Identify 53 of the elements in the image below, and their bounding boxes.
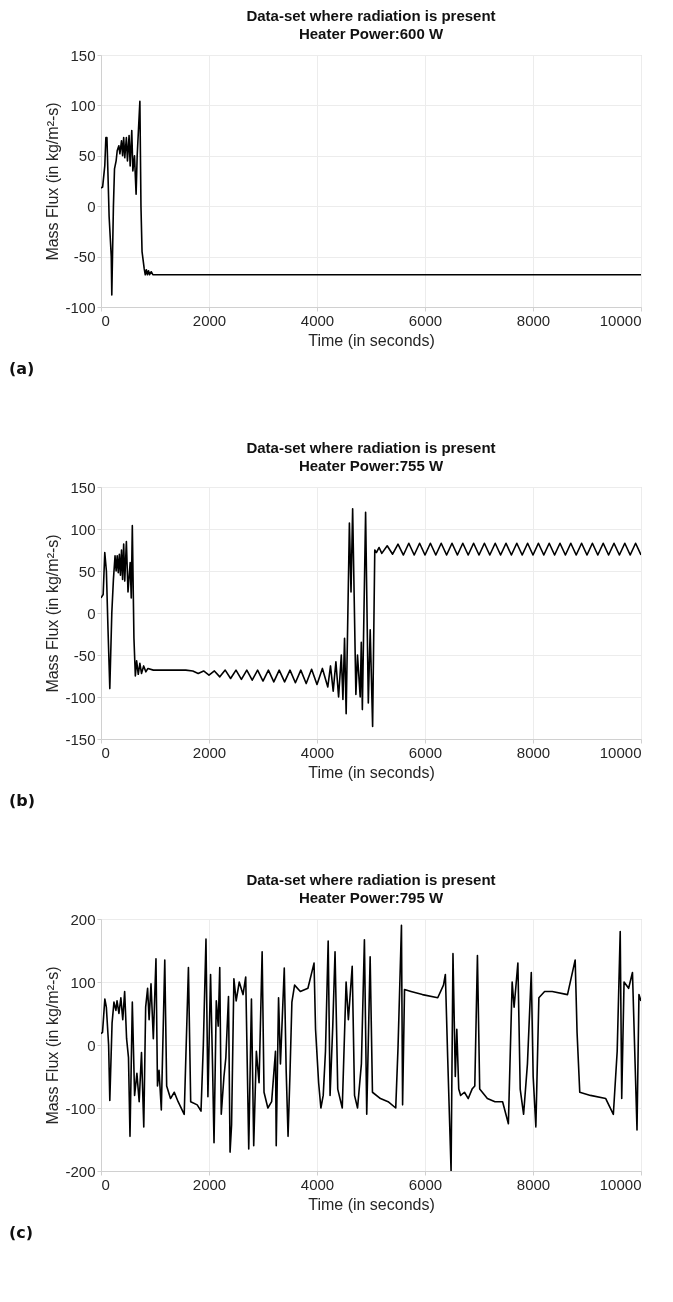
x-tick-label: 10000 bbox=[599, 311, 642, 329]
text: (b) bbox=[9, 791, 36, 810]
x-tick-label: 6000 bbox=[408, 1175, 443, 1193]
text: (a) bbox=[9, 359, 35, 378]
y-tick-label: 0 bbox=[87, 1036, 96, 1054]
x-tick-label: 2000 bbox=[192, 1175, 227, 1193]
chart-title: Data-set where radiation is present bbox=[246, 871, 496, 888]
y-tick-label: 150 bbox=[70, 46, 96, 64]
y-tick-label: 0 bbox=[87, 604, 96, 622]
y-tick-label: -150 bbox=[65, 730, 96, 748]
x-tick-label: 6000 bbox=[408, 311, 443, 329]
y-tick-label: 50 bbox=[78, 147, 96, 165]
chart-title: Data-set where radiation is present bbox=[246, 7, 496, 24]
y-axis-title: Mass Flux (in kg/m²-s) bbox=[44, 102, 62, 261]
y-tick-label: -100 bbox=[65, 1099, 96, 1117]
x-tick-label: 0 bbox=[101, 1175, 110, 1193]
text: (c) bbox=[9, 1223, 34, 1242]
x-tick-label: 0 bbox=[101, 311, 110, 329]
x-tick-label: 8000 bbox=[516, 1175, 551, 1193]
chart-subtitle: Heater Power:795 W bbox=[298, 889, 444, 906]
line-series bbox=[101, 508, 641, 728]
y-tick-label: 100 bbox=[70, 96, 96, 114]
x-tick-label: 8000 bbox=[516, 311, 551, 329]
x-tick-label: 8000 bbox=[516, 743, 551, 761]
y-tick-label: 100 bbox=[70, 520, 96, 538]
y-tick-label: 100 bbox=[70, 973, 96, 991]
y-tick-label: -100 bbox=[65, 688, 96, 706]
x-axis-title: Time (in seconds) bbox=[308, 1195, 435, 1213]
x-axis-title: Time (in seconds) bbox=[308, 331, 435, 349]
y-tick-label: 0 bbox=[87, 197, 96, 215]
y-tick-label: -50 bbox=[73, 646, 96, 664]
x-tick-label: 4000 bbox=[300, 1175, 335, 1193]
y-tick-label: -200 bbox=[65, 1162, 96, 1180]
x-tick-label: 10000 bbox=[599, 743, 642, 761]
y-tick-label: -50 bbox=[73, 248, 96, 266]
x-tick-label: 0 bbox=[101, 743, 110, 761]
y-tick-label: 150 bbox=[70, 478, 96, 496]
y-axis-title: Mass Flux (in kg/m²-s) bbox=[44, 966, 62, 1125]
x-tick-label: 2000 bbox=[192, 311, 227, 329]
x-axis-title: Time (in seconds) bbox=[308, 763, 435, 781]
line-series bbox=[101, 100, 641, 296]
y-tick-label: 200 bbox=[70, 910, 96, 928]
chart-title: Data-set where radiation is present bbox=[246, 439, 496, 456]
chart-subtitle: Heater Power:600 W bbox=[298, 25, 444, 42]
y-axis-title: Mass Flux (in kg/m²-s) bbox=[44, 534, 62, 693]
chart-subtitle: Heater Power:755 W bbox=[298, 457, 444, 474]
x-tick-label: 4000 bbox=[300, 311, 335, 329]
y-tick-label: 50 bbox=[78, 562, 96, 580]
y-tick-label: -100 bbox=[65, 298, 96, 316]
x-tick-label: 4000 bbox=[300, 743, 335, 761]
x-tick-label: 2000 bbox=[192, 743, 227, 761]
x-tick-label: 10000 bbox=[599, 1175, 642, 1193]
x-tick-label: 6000 bbox=[408, 743, 443, 761]
